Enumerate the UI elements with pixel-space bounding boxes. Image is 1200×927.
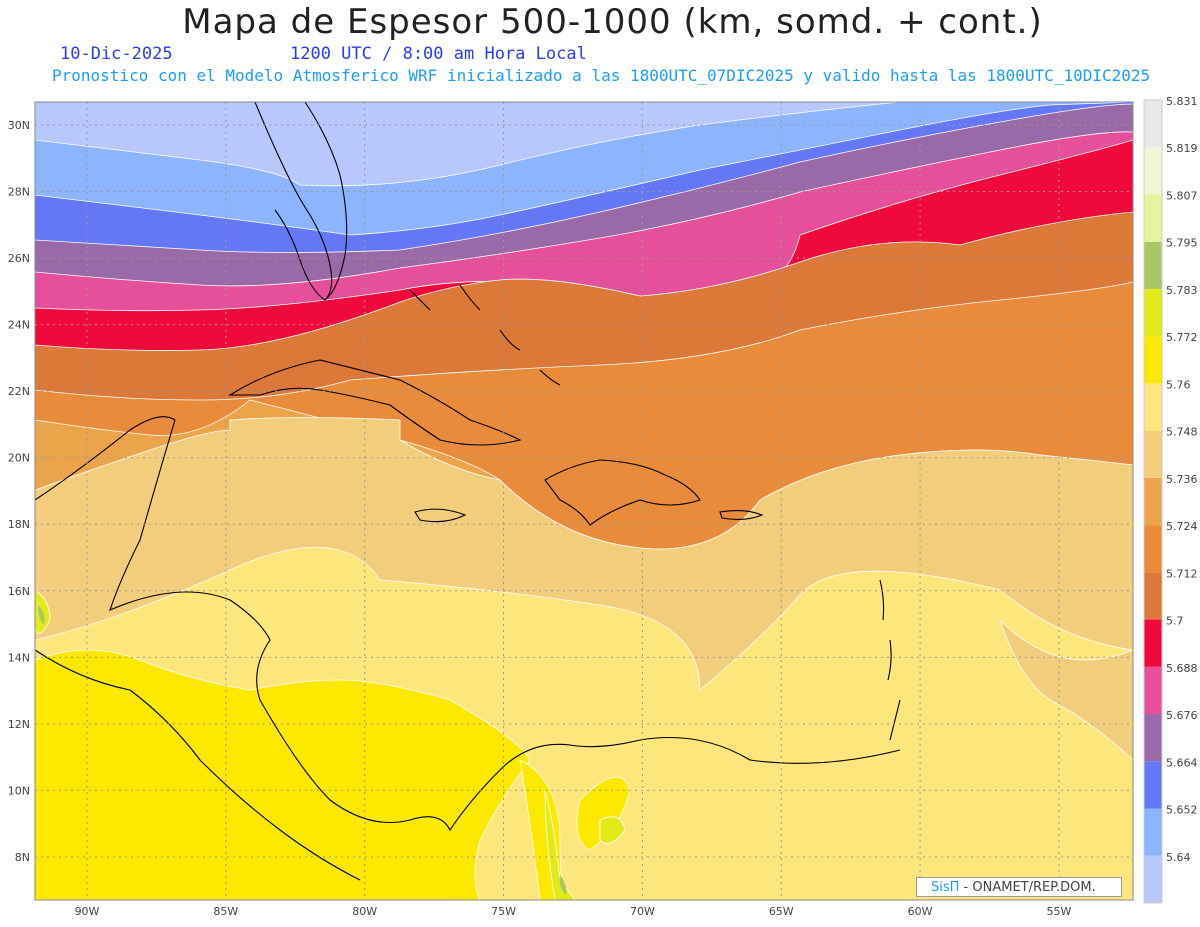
puerto-rico-coast <box>719 509 764 521</box>
colorbar-swatch <box>1144 100 1162 148</box>
pacific-coast <box>34 649 361 881</box>
colorbar-swatch <box>1144 336 1162 384</box>
cuba-coast <box>228 359 522 446</box>
colorbar-swatch <box>1144 808 1162 856</box>
florida-coast <box>254 101 348 301</box>
colorbar-swatch <box>1144 194 1162 242</box>
jamaica-coast <box>414 508 467 523</box>
colorbar-label: 5.807 <box>1166 189 1198 202</box>
colorbar-swatch <box>1144 572 1162 620</box>
colorbar-swatch <box>1144 288 1162 337</box>
coastlines <box>34 101 901 881</box>
contour-fills <box>35 102 1133 900</box>
bahamas-islands <box>409 284 561 386</box>
forecast-date: 10-Dic-2025 <box>60 44 173 64</box>
colorbar-label: 5.795 <box>1166 237 1198 250</box>
lat-label: 10N <box>8 784 30 797</box>
lat-label: 28N <box>8 186 30 199</box>
colorbar: 5.64 5.652 5.664 5.676 5.688 5.7 5.712 5.724 5.7… <box>1143 95 1198 904</box>
lat-label: 30N <box>8 119 30 132</box>
colorbar-swatch <box>1144 241 1162 289</box>
colorbar-label: 5.831 <box>1166 95 1198 108</box>
lon-label: 55W <box>1047 905 1072 918</box>
colorbar-label: 5.736 <box>1166 473 1198 486</box>
lat-label: 16N <box>8 585 30 598</box>
forecast-time: 1200 UTC / 8:00 am Hora Local <box>290 44 587 64</box>
lat-label: 8N <box>15 851 30 864</box>
lat-label: 12N <box>8 718 30 731</box>
band-5.783 <box>35 589 626 900</box>
colorbar-swatch <box>1144 761 1162 809</box>
colorbar-label: 5.819 <box>1166 142 1198 155</box>
credit-text: - ONAMET/REP.DOM. <box>959 880 1096 895</box>
colorbar-label: 5.64 <box>1166 851 1191 864</box>
colorbar-swatch <box>1144 855 1162 903</box>
lon-label: 75W <box>491 905 516 918</box>
colorbar-label: 5.748 <box>1166 426 1198 439</box>
map-title: Mapa de Espesor 500-1000 (km, somd. + co… <box>182 2 1043 42</box>
lat-label: 18N <box>8 518 30 531</box>
colorbar-label: 5.7 <box>1166 615 1184 628</box>
colorbar-label: 5.772 <box>1166 331 1198 344</box>
colorbar-label: 5.783 <box>1166 284 1198 297</box>
lon-label: 90W <box>75 905 100 918</box>
colorbar-swatch <box>1144 525 1162 573</box>
lon-label: 70W <box>630 905 655 918</box>
colorbar-label: 5.724 <box>1166 520 1198 533</box>
axis-labels: 90W 85W 80W 75W 70W 65W 60W 55W 30N 28N 26N 24N 22N 2… <box>8 119 1072 918</box>
lon-label: 60W <box>908 905 933 918</box>
lon-label: 80W <box>352 905 377 918</box>
lon-label: 85W <box>213 905 238 918</box>
colorbar-label: 5.712 <box>1166 567 1198 580</box>
lon-label: 65W <box>769 905 794 918</box>
hispaniola-coast <box>544 459 701 526</box>
band-5.772 <box>35 649 531 900</box>
colorbar-swatch <box>1144 666 1162 715</box>
lat-label: 20N <box>8 452 30 465</box>
model-subtitle: Pronostico con el Modelo Atmosferico WRF… <box>52 66 1151 85</box>
central-america-coast <box>34 416 901 832</box>
band-5.76-east <box>999 619 1133 761</box>
colorbar-label: 5.652 <box>1166 804 1198 817</box>
map-frame <box>34 101 1134 901</box>
colorbar-swatch <box>1144 619 1162 667</box>
colorbar-swatch <box>1144 147 1162 195</box>
lat-label: 26N <box>8 252 30 265</box>
colorbar-swatch <box>1144 714 1162 762</box>
colorbar-label: 5.676 <box>1166 709 1198 722</box>
colorbar-label: 5.664 <box>1166 756 1198 769</box>
colorbar-label: 5.688 <box>1166 662 1198 675</box>
lat-label: 24N <box>8 319 30 332</box>
lesser-antilles <box>879 579 901 741</box>
colorbar-swatch <box>1144 477 1162 526</box>
colorbar-swatch <box>1144 383 1162 431</box>
credit-box: SisΠ - ONAMET/REP.DOM. <box>916 877 1122 897</box>
lat-label: 22N <box>8 385 30 398</box>
colorbar-swatch <box>1144 430 1162 478</box>
colorbar-label: 5.76 <box>1166 378 1191 391</box>
sispi-logo: SisΠ <box>931 880 960 895</box>
graticule <box>35 102 1133 900</box>
lat-label: 14N <box>8 651 30 664</box>
